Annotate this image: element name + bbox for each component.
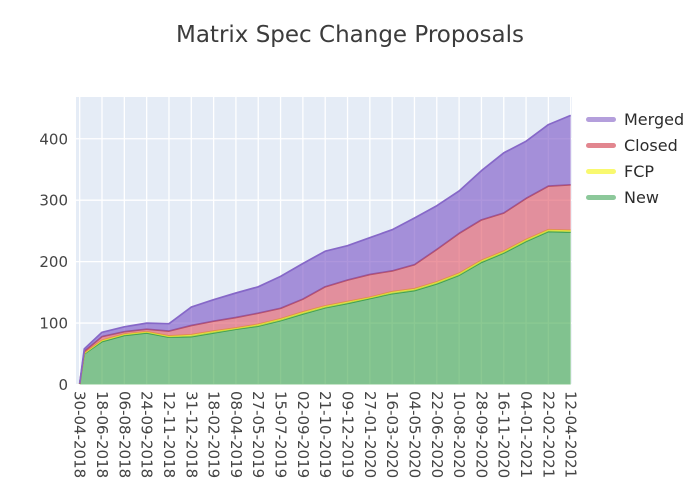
legend-label-new: New bbox=[624, 187, 659, 207]
legend-label-closed: Closed bbox=[624, 135, 678, 155]
x-tick-label: 08-04-2019 bbox=[227, 391, 245, 478]
legend: Merged Closed FCP New bbox=[586, 106, 684, 210]
legend-item-closed[interactable]: Closed bbox=[586, 132, 684, 158]
legend-swatch-fcp bbox=[586, 168, 616, 174]
legend-label-merged: Merged bbox=[624, 109, 685, 129]
x-tick-label: 22-02-2021 bbox=[539, 391, 557, 478]
legend-label-fcp: FCP bbox=[624, 161, 655, 181]
x-tick-label: 21-10-2019 bbox=[316, 391, 334, 478]
legend-swatch-closed bbox=[586, 142, 616, 148]
x-tick-label: 24-09-2018 bbox=[138, 391, 156, 478]
x-tick-label: 04-01-2021 bbox=[517, 391, 535, 478]
x-tick-label: 12-04-2021 bbox=[562, 391, 580, 478]
x-tick-label: 18-06-2018 bbox=[93, 391, 111, 478]
y-tick-label: 400 bbox=[39, 130, 68, 148]
x-tick-label: 28-09-2020 bbox=[472, 391, 490, 478]
area-band-merged bbox=[79, 115, 571, 384]
area-band-fcp bbox=[79, 229, 571, 384]
x-tick-label: 04-05-2020 bbox=[406, 391, 424, 478]
x-tick-label: 27-05-2019 bbox=[249, 391, 267, 478]
x-tick-label: 16-11-2020 bbox=[495, 391, 513, 478]
x-tick-label: 10-08-2020 bbox=[450, 391, 468, 478]
y-tick-label: 100 bbox=[39, 315, 68, 333]
y-tick-label: 0 bbox=[58, 376, 68, 394]
area-band-closed bbox=[79, 184, 571, 384]
legend-swatch-new bbox=[586, 194, 616, 200]
legend-item-fcp[interactable]: FCP bbox=[586, 158, 684, 184]
x-tick-label: 31-12-2018 bbox=[182, 391, 200, 478]
x-tick-label: 02-09-2019 bbox=[294, 391, 312, 478]
x-tick-label: 18-02-2019 bbox=[205, 391, 223, 478]
chart-title: Matrix Spec Change Proposals bbox=[175, 22, 524, 48]
x-tick-label: 16-03-2020 bbox=[383, 391, 401, 478]
legend-swatch-merged bbox=[586, 116, 616, 122]
x-tick-label: 06-08-2018 bbox=[115, 391, 133, 478]
legend-item-merged[interactable]: Merged bbox=[586, 106, 684, 132]
x-tick-label: 22-06-2020 bbox=[428, 391, 446, 478]
y-tick-label: 200 bbox=[39, 253, 68, 271]
y-tick-label: 300 bbox=[39, 192, 68, 210]
x-tick-label: 15-07-2019 bbox=[272, 391, 290, 478]
x-tick-label: 27-01-2020 bbox=[361, 391, 379, 478]
x-tick-label: 12-11-2018 bbox=[160, 391, 178, 478]
x-tick-label: 09-12-2019 bbox=[339, 391, 357, 478]
x-tick-label: 30-04-2018 bbox=[71, 391, 89, 478]
area-line-merged bbox=[78, 114, 572, 384]
legend-item-new[interactable]: New bbox=[586, 184, 684, 210]
